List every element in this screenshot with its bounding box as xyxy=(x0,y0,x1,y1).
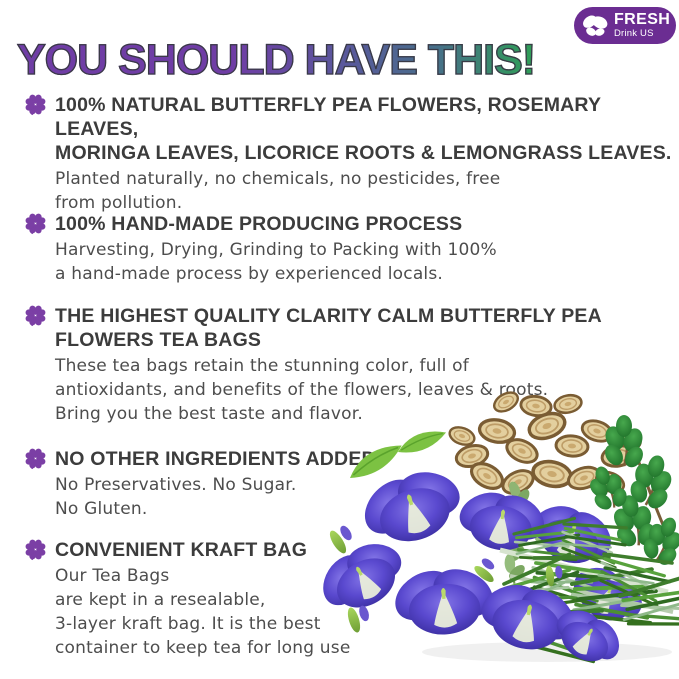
feature-body-line: Planted naturally, no chemicals, no pest… xyxy=(55,169,501,189)
feature-heading-line: 100% NATURAL BUTTERFLY PEA FLOWERS, ROSE… xyxy=(55,94,601,140)
feature-section-quality: THE HIGHEST QUALITY CLARITY CALM BUTTERF… xyxy=(22,304,679,426)
feature-body-line: No Gluten. xyxy=(55,499,148,519)
page-title: YOU SHOULD HAVE THIS! xyxy=(16,35,617,85)
clover-icon xyxy=(25,448,46,470)
feature-body-line: Our Tea Bags xyxy=(55,566,170,586)
feature-heading-line: THE HIGHEST QUALITY CLARITY CALM BUTTERF… xyxy=(55,305,602,327)
product-photo xyxy=(322,387,679,674)
brand-subtitle: Drink US xyxy=(614,28,654,40)
feature-heading-line: 100% HAND-MADE PRODUCING PROCESS xyxy=(55,213,463,235)
green-leaf-accents xyxy=(344,429,448,481)
clover-icon xyxy=(25,305,46,327)
feature-section-handmade: 100% HAND-MADE PRODUCING PROCESS Harvest… xyxy=(22,212,679,286)
feature-body-line: 3-layer kraft bag. It is the best xyxy=(55,614,321,634)
feature-body-line: are kept in a resealable, xyxy=(55,590,266,610)
feature-body-line: a hand-made process by experienced local… xyxy=(55,264,444,284)
feature-body-line: antioxidants, and benefits of the flower… xyxy=(55,380,549,400)
clover-icon xyxy=(25,94,46,116)
feature-section-kraft-bag: CONVENIENT KRAFT BAG Our Tea Bags are ke… xyxy=(22,538,679,660)
feature-body-line: Harvesting, Drying, Grinding to Packing … xyxy=(55,240,497,260)
feature-heading-line: NO OTHER INGREDIENTS ADDED xyxy=(55,448,376,470)
feature-body-line: These tea bags retain the stunning color… xyxy=(55,356,469,376)
feature-body-line: container to keep tea for long use xyxy=(55,638,351,658)
moringa-leaves xyxy=(580,413,679,574)
feature-body-line: No Preservatives. No Sugar. xyxy=(55,475,297,495)
feature-section-no-additives: NO OTHER INGREDIENTS ADDED No Preservati… xyxy=(22,447,679,521)
logo-badge: FRESH Drink US xyxy=(574,7,676,44)
feature-body-line: from pollution. xyxy=(55,193,183,213)
feature-section-natural: 100% NATURAL BUTTERFLY PEA FLOWERS, ROSE… xyxy=(22,93,679,215)
feature-heading-line: CONVENIENT KRAFT BAG xyxy=(55,539,308,561)
feature-heading-line: FLOWERS TEA BAGS xyxy=(55,329,262,351)
clover-icon xyxy=(25,539,46,561)
butterfly-icon xyxy=(583,14,608,36)
clover-icon xyxy=(25,213,46,235)
brand-name: FRESH xyxy=(614,11,671,29)
rosemary-sprigs xyxy=(499,515,679,664)
feature-heading-line: MORINGA LEAVES, LICORICE ROOTS & LEMONGR… xyxy=(55,142,672,164)
feature-body-line: Bring you the best taste and flavor. xyxy=(55,404,363,424)
